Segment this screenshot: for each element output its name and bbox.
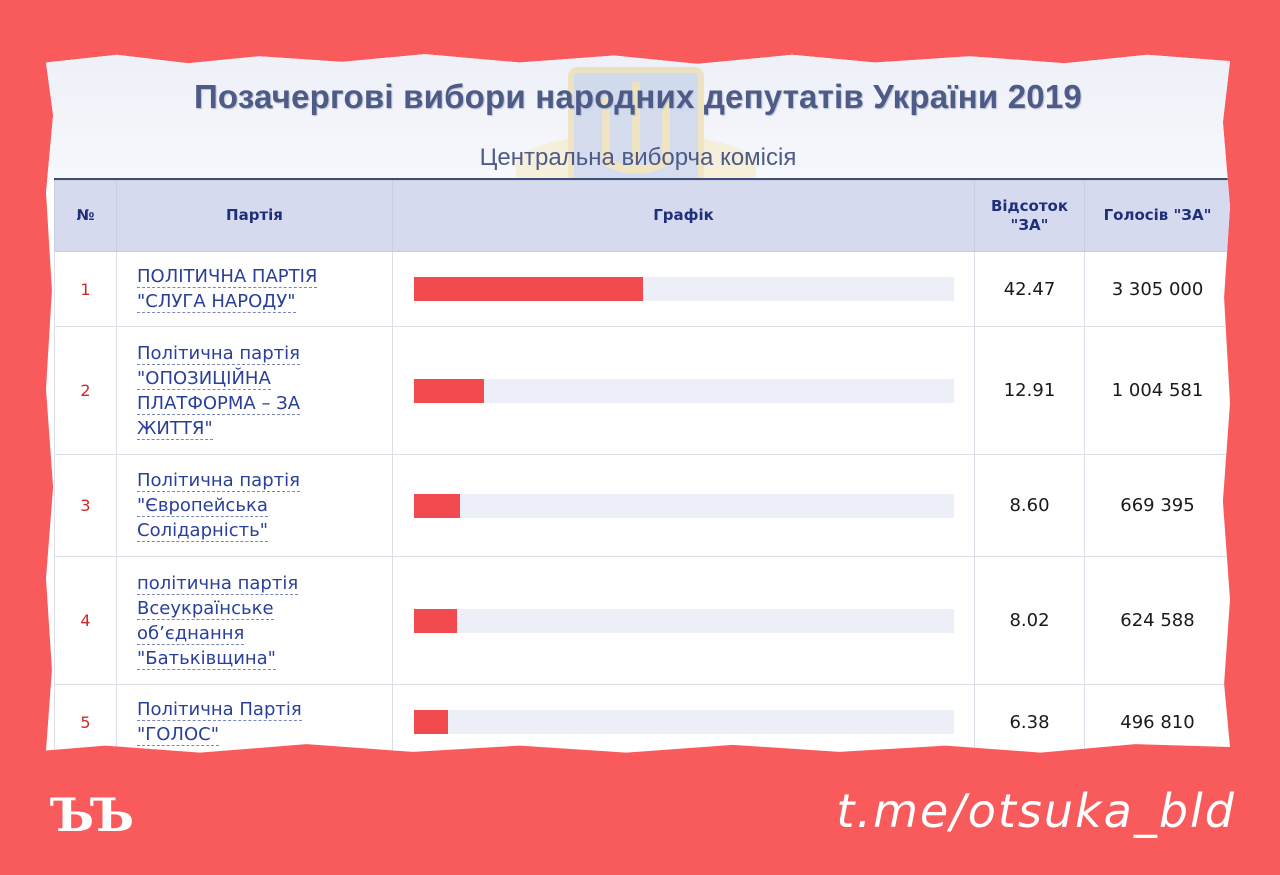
row-number: 3	[54, 454, 117, 557]
vote-bar	[414, 608, 458, 633]
party-name-link[interactable]: Політична партія "ОПОЗИЦІЙНА ПЛАТФОРМА –…	[137, 342, 301, 440]
vote-bar-track	[414, 277, 954, 301]
row-number: 2	[54, 326, 117, 455]
column-header-chart: Графік	[392, 180, 975, 252]
votes-value: 496 810	[1084, 684, 1230, 753]
party-name-link[interactable]: Політична Партія "ГОЛОС"	[137, 699, 302, 746]
party-name-link[interactable]: політична партія Всеукраїнське об’єднанн…	[137, 572, 299, 670]
percent-value: 8.02	[974, 556, 1085, 685]
vote-bar	[414, 710, 449, 734]
table-row: 3 Політична партія "Європейська Солідарн…	[54, 454, 1230, 557]
vote-bar-track	[414, 710, 954, 734]
votes-value: 669 395	[1084, 454, 1230, 557]
table-row: 4 політична партія Всеукраїнське об’єдна…	[54, 556, 1230, 685]
table-row: 2 Політична партія "ОПОЗИЦІЙНА ПЛАТФОРМА…	[54, 326, 1230, 455]
channel-link[interactable]: t.me/otsuka_bld	[836, 784, 1236, 838]
percent-value: 8.60	[974, 454, 1085, 557]
column-header-votes: Голосів "ЗА"	[1084, 180, 1230, 252]
vote-bar	[414, 493, 461, 518]
party-name-link[interactable]: ПОЛІТИЧНА ПАРТІЯ "СЛУГА НАРОДУ"	[137, 266, 318, 313]
votes-value: 1 004 581	[1084, 326, 1230, 455]
screenshot-frame: Позачергові вибори народних депутатів Ук…	[46, 54, 1230, 753]
page-subtitle: Центральна виборча комісія	[479, 144, 797, 171]
vote-bar-track	[414, 378, 954, 403]
column-header-number: №	[54, 180, 117, 252]
table-row: 5 Політична Партія "ГОЛОС" 6.38 496 810	[54, 684, 1230, 753]
vote-bar	[414, 277, 644, 301]
percent-value: 42.47	[974, 251, 1085, 327]
row-number: 1	[54, 251, 117, 327]
row-number: 5	[54, 684, 117, 753]
table-header-row: № Партія Графік Відсоток "ЗА" Голосів "З…	[54, 180, 1230, 252]
vote-bar-track	[414, 608, 954, 633]
row-number: 4	[54, 556, 117, 685]
trident-emblem-icon	[516, 67, 756, 180]
page-header: Позачергові вибори народних депутатів Ук…	[46, 54, 1230, 180]
votes-value: 624 588	[1084, 556, 1230, 685]
vote-bar-track	[414, 493, 954, 518]
header-divider	[54, 178, 1230, 180]
results-table: № Партія Графік Відсоток "ЗА" Голосів "З…	[54, 180, 1230, 753]
column-header-percent: Відсоток "ЗА"	[974, 180, 1085, 252]
vote-bar	[414, 378, 484, 403]
percent-value: 6.38	[974, 684, 1085, 753]
page-title: Позачергові вибори народних депутатів Ук…	[194, 78, 1082, 115]
table-row: 1 ПОЛІТИЧНА ПАРТІЯ "СЛУГА НАРОДУ" 42.47 …	[54, 251, 1230, 327]
percent-value: 12.91	[974, 326, 1085, 455]
votes-value: 3 305 000	[1084, 251, 1230, 327]
channel-logo: ЪЪ	[50, 788, 134, 842]
column-header-party: Партія	[116, 180, 393, 252]
party-name-link[interactable]: Політична партія "Європейська Солідарніс…	[137, 470, 300, 542]
